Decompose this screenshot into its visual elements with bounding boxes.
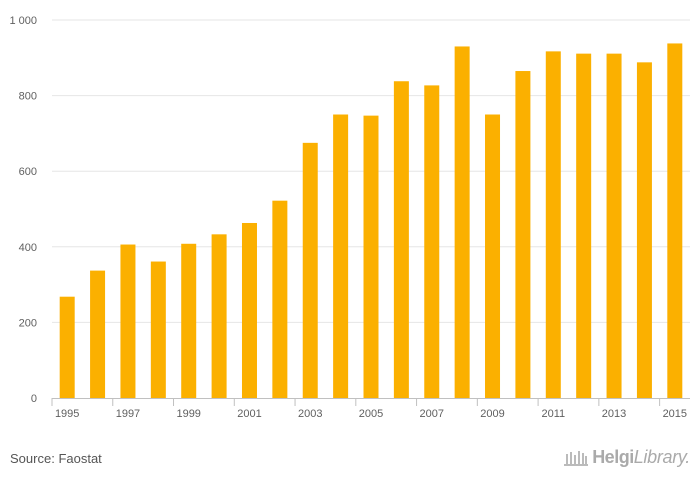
bar-2010: [515, 71, 531, 398]
y-tick-label: 600: [19, 166, 37, 178]
bar-2006: [393, 81, 409, 399]
brand-name-bold: Helgi: [592, 447, 634, 467]
bar-2002: [272, 200, 288, 398]
x-axis: [51, 398, 690, 406]
bar-1999: [181, 243, 197, 398]
bar-2001: [241, 222, 257, 398]
bar-2015: [667, 43, 683, 398]
bar-2014: [636, 62, 652, 399]
bar-2003: [302, 142, 318, 398]
x-tick-label: 2011: [541, 408, 565, 420]
x-tick-label: 2015: [663, 408, 687, 420]
bar-2005: [363, 115, 379, 398]
bar-1995: [59, 296, 75, 398]
x-tick-label: 2003: [298, 408, 322, 420]
brand-name-italic: Library.: [633, 447, 691, 467]
y-tick-label: 0: [31, 393, 37, 405]
brand-logo[interactable]: Helgi Library.: [563, 447, 690, 468]
x-tick-label: 2013: [602, 408, 626, 420]
bars: [59, 43, 683, 399]
x-tick-label: 2009: [480, 408, 504, 420]
x-tick-label: 2005: [359, 408, 383, 420]
y-axis-labels: 0 200 400 600 800 1 000: [9, 15, 37, 405]
bar-2011: [545, 51, 561, 399]
y-tick-label: 1 000: [9, 15, 37, 27]
source-value: Faostat: [58, 451, 102, 466]
x-tick-label: 1997: [116, 408, 140, 420]
bar-2013: [606, 53, 622, 398]
bar-2007: [424, 85, 440, 398]
bar-2000: [211, 234, 227, 398]
x-tick-label: 2007: [420, 408, 444, 420]
x-tick-label: 1995: [55, 408, 79, 420]
bar-2004: [333, 114, 349, 398]
bar-2009: [485, 114, 501, 398]
y-tick-label: 800: [19, 91, 37, 103]
library-building-icon: [564, 450, 589, 466]
source-label: Source:: [10, 451, 55, 466]
y-tick-label: 200: [19, 317, 37, 329]
x-tick-label: 2001: [237, 408, 261, 420]
source-note: Source: Faostat: [10, 451, 102, 466]
bar-1998: [150, 261, 166, 398]
x-tick-label: 1999: [176, 408, 200, 420]
bar-2012: [576, 53, 592, 398]
bar-1996: [90, 270, 106, 398]
bar-2008: [454, 46, 470, 399]
bar-1997: [120, 244, 136, 398]
y-tick-label: 400: [19, 242, 37, 254]
x-axis-labels: 1995 1997 1999 2001 2003 2005 2007 2009 2011 2013…: [55, 408, 687, 420]
